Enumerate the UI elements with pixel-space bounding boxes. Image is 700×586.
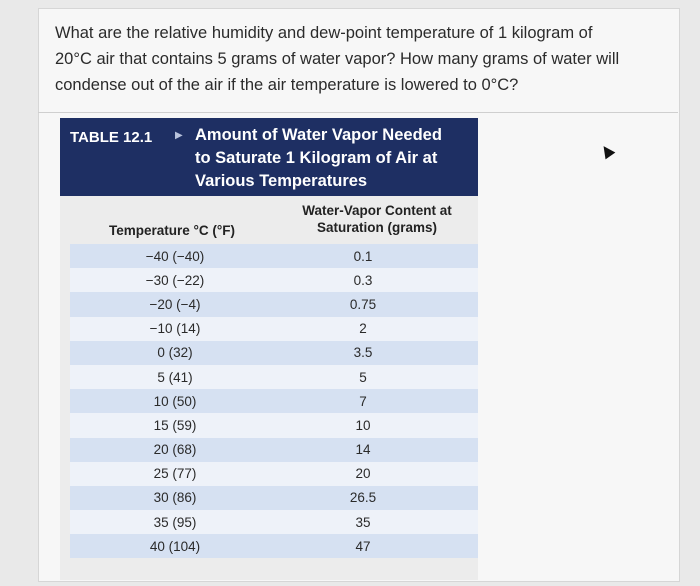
temperature-cell: 0 (32) xyxy=(157,345,193,361)
table-row: 10 (50) 7 xyxy=(70,389,478,414)
table-row: −40 (−40) 0.1 xyxy=(70,244,478,269)
saturation-cell: 20 xyxy=(355,466,371,482)
temperature-cell: 10 (50) xyxy=(153,393,197,409)
divider xyxy=(38,112,678,113)
column-header-water-vapor-line-1: Water-Vapor Content at xyxy=(302,203,452,218)
column-header-water-vapor: Water-Vapor Content at Saturation (grams… xyxy=(292,202,462,236)
saturation-cell: 0.3 xyxy=(353,272,373,288)
temperature-cell: −10 (14) xyxy=(149,321,201,337)
table-id: TABLE 12.1 xyxy=(70,129,153,146)
table-row: −20 (−4) 0.75 xyxy=(70,292,478,317)
saturation-cell: 14 xyxy=(355,442,371,458)
temperature-cell: −20 (−4) xyxy=(149,296,201,312)
question-text: What are the relative humidity and dew-p… xyxy=(55,20,655,98)
table-title-line-1: Amount of Water Vapor Needed xyxy=(195,126,442,144)
table-row: −30 (−22) 0.3 xyxy=(70,268,478,293)
saturation-cell: 3.5 xyxy=(353,345,373,361)
table-row: 35 (95) 35 xyxy=(70,510,478,535)
table-row: 5 (41) 5 xyxy=(70,364,478,390)
saturation-cell: 47 xyxy=(355,538,371,554)
table-title-line-2: to Saturate 1 Kilogram of Air at xyxy=(195,149,438,167)
table-row: 15 (59) 10 xyxy=(70,413,478,438)
saturation-cell: 0.75 xyxy=(349,296,377,312)
temperature-cell: 20 (68) xyxy=(153,442,197,458)
question-line-1: What are the relative humidity and dew-p… xyxy=(55,24,593,42)
table-title: Amount of Water Vapor Needed to Saturate… xyxy=(195,124,475,193)
temperature-cell: 15 (59) xyxy=(153,417,197,433)
table-body: −40 (−40) 0.1 −30 (−22) 0.3 −20 (−4) 0.75 −… xyxy=(70,244,478,559)
saturation-cell: 26.5 xyxy=(349,490,377,506)
table-row: 20 (68) 14 xyxy=(70,437,478,462)
table-header: TABLE 12.1 ▶ Amount of Water Vapor Neede… xyxy=(60,118,478,196)
table-row: 40 (104) 47 xyxy=(70,534,478,559)
saturation-cell: 10 xyxy=(355,417,371,433)
saturation-cell: 2 xyxy=(359,321,367,337)
saturation-cell: 5 xyxy=(359,369,367,385)
question-line-3: condense out of the air if the air tempe… xyxy=(55,76,519,94)
question-line-2: 20°C air that contains 5 grams of water … xyxy=(55,50,620,68)
table-row: −10 (14) 2 xyxy=(70,316,478,341)
temperature-cell: −40 (−40) xyxy=(145,248,205,264)
column-header-temperature: Temperature °C (°F) xyxy=(108,223,236,238)
column-header-water-vapor-line-2: Saturation (grams) xyxy=(316,220,438,235)
temperature-cell: −30 (−22) xyxy=(145,272,205,288)
temperature-cell: 25 (77) xyxy=(153,466,197,482)
table-row: 0 (32) 3.5 xyxy=(70,340,478,365)
temperature-cell: 35 (95) xyxy=(153,514,197,530)
saturation-cell: 35 xyxy=(355,514,371,530)
data-table: TABLE 12.1 ▶ Amount of Water Vapor Neede… xyxy=(60,118,478,580)
triangle-right-icon: ▶ xyxy=(175,130,183,141)
table-row: 30 (86) 26.5 xyxy=(70,485,478,511)
table-title-line-3: Various Temperatures xyxy=(195,172,368,190)
table-row: 25 (77) 20 xyxy=(70,461,478,486)
saturation-cell: 0.1 xyxy=(353,248,373,264)
temperature-cell: 30 (86) xyxy=(153,490,197,506)
temperature-cell: 5 (41) xyxy=(157,369,193,385)
saturation-cell: 7 xyxy=(359,393,367,409)
temperature-cell: 40 (104) xyxy=(149,538,201,554)
